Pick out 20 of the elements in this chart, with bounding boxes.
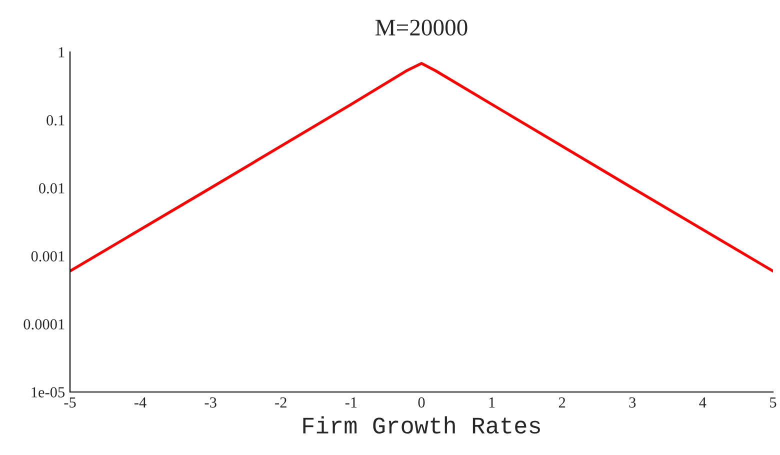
x-tick-label: -4 <box>134 397 146 408</box>
x-tick-label: -3 <box>204 397 216 408</box>
y-tick-label: 0.1 <box>46 115 64 126</box>
x-tick-label: 0 <box>418 397 425 408</box>
y-tick-label: 1e-05 <box>32 387 65 398</box>
x-tick-label: 5 <box>770 397 776 408</box>
x-axis-title: Firm Growth Rates <box>303 416 540 434</box>
y-tick-label: 0.001 <box>31 251 64 262</box>
x-tick-label: 1 <box>489 397 495 408</box>
x-tick-label: -5 <box>64 397 76 408</box>
line-series <box>70 62 773 272</box>
y-tick-label: 0.01 <box>38 183 64 194</box>
x-tick-label: -2 <box>275 397 286 408</box>
x-tick-label: -1 <box>345 397 357 408</box>
y-tick-label: 1 <box>58 47 64 58</box>
x-tick-label: 4 <box>699 397 706 408</box>
x-tick-label: 3 <box>629 397 636 408</box>
y-tick-label: 0.0001 <box>24 319 64 330</box>
chart-title: M=20000 <box>376 20 468 36</box>
x-tick-label: 2 <box>558 397 566 408</box>
